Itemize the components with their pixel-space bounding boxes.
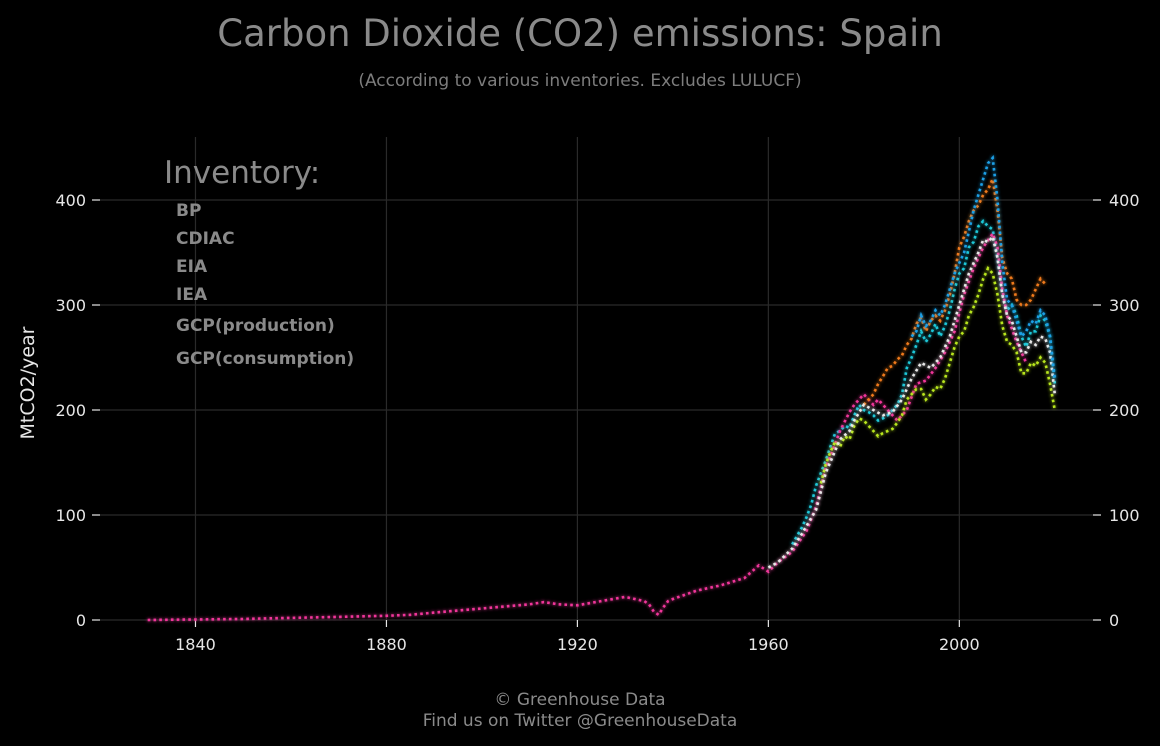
axes: 1840 1880 1920 1960 2000 0 0 100 100 200 200 300 300… bbox=[55, 191, 1139, 654]
y-tick-label-left: 400 bbox=[55, 191, 86, 210]
x-tick-label: 1840 bbox=[175, 635, 216, 654]
y-tick-label-left: 0 bbox=[76, 611, 86, 630]
x-tick-label: 1920 bbox=[557, 635, 598, 654]
legend-label: BP bbox=[176, 201, 201, 221]
x-tick-label: 2000 bbox=[939, 635, 980, 654]
legend-title: Inventory: bbox=[164, 155, 320, 191]
series-line-2 bbox=[862, 174, 1047, 406]
y-tick-label-left: 300 bbox=[55, 296, 86, 315]
y-tick-label-right: 100 bbox=[1109, 506, 1140, 525]
grid bbox=[100, 137, 1093, 621]
series-line-0 bbox=[791, 219, 1057, 546]
y-tick-label-right: 200 bbox=[1109, 401, 1140, 420]
footer-twitter: Find us on Twitter @GreenhouseData bbox=[423, 711, 738, 731]
legend-label: EIA bbox=[176, 257, 208, 277]
x-tick-label: 1880 bbox=[366, 635, 407, 654]
legend-label: GCP(production) bbox=[176, 316, 335, 336]
series-line-1 bbox=[147, 230, 1028, 622]
y-tick-label-right: 400 bbox=[1109, 191, 1140, 210]
series-line-4 bbox=[767, 234, 1057, 569]
chart-title: Carbon Dioxide (CO2) emissions: Spain bbox=[217, 12, 943, 55]
y-axis-label: MtCO2/year bbox=[17, 326, 39, 439]
y-tick-label-right: 300 bbox=[1109, 296, 1140, 315]
legend-label: GCP(consumption) bbox=[176, 349, 354, 369]
series-line-3 bbox=[819, 265, 1057, 484]
x-tick-label: 1960 bbox=[748, 635, 789, 654]
legend-label: CDIAC bbox=[176, 229, 235, 249]
legend: Inventory: BP CDIAC EIA IEA GCP(production) G… bbox=[118, 155, 354, 369]
y-tick-label-left: 200 bbox=[55, 401, 86, 420]
series-line-5 bbox=[910, 154, 1057, 379]
y-tick-label-left: 100 bbox=[55, 506, 86, 525]
footer-copyright: © Greenhouse Data bbox=[494, 690, 665, 710]
series bbox=[147, 154, 1057, 622]
legend-label: IEA bbox=[176, 285, 208, 305]
chart-subtitle: (According to various inventories. Exclu… bbox=[358, 71, 801, 91]
y-tick-label-right: 0 bbox=[1109, 611, 1119, 630]
